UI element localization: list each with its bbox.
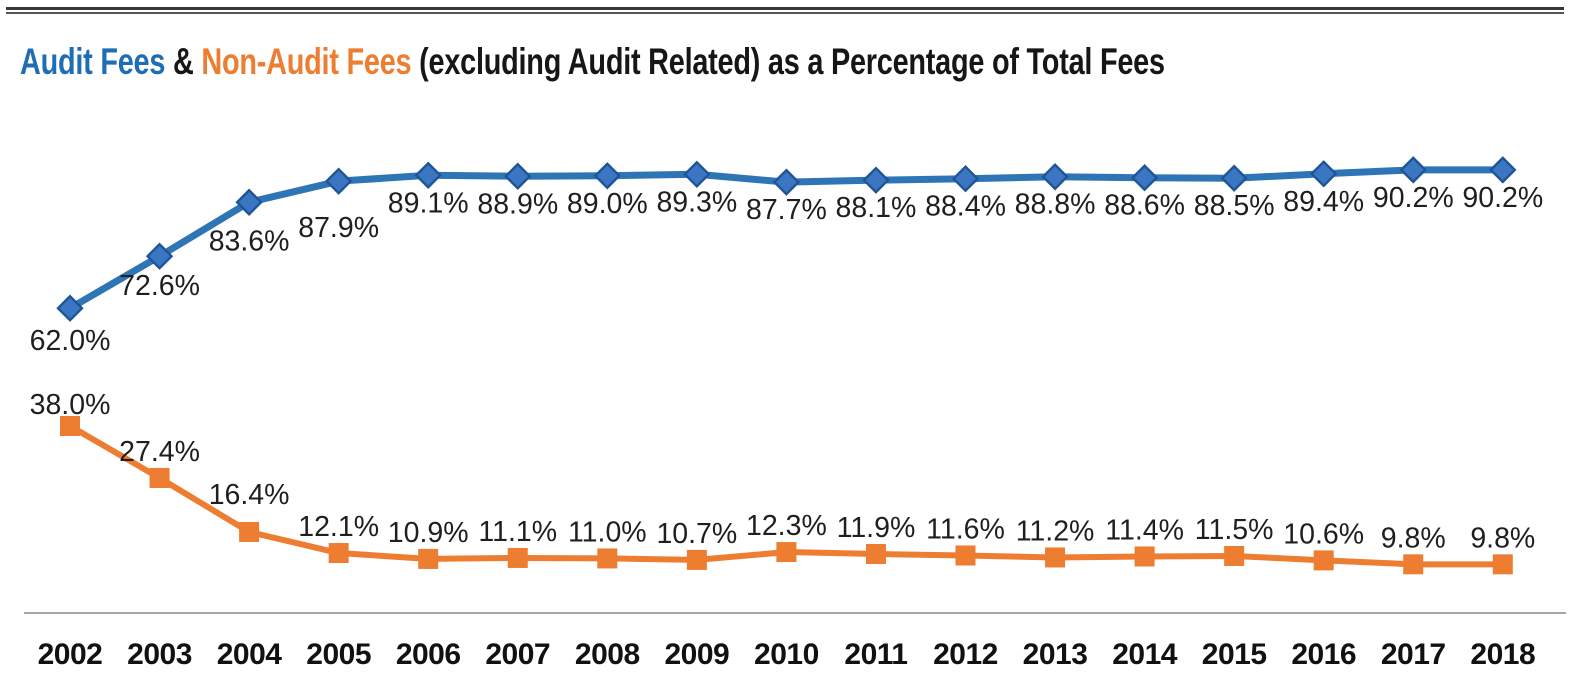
audit-fees-data-label: 88.1% xyxy=(836,192,917,224)
non-audit-fees-data-label: 38.0% xyxy=(30,389,111,421)
year-label: 2012 xyxy=(933,638,998,671)
audit-fees-marker-diamond xyxy=(1220,164,1248,192)
non-audit-fees-marker-square xyxy=(776,542,797,563)
audit-fees-data-label: 90.2% xyxy=(1373,182,1454,214)
non-audit-fees-marker-square xyxy=(149,467,170,488)
audit-fees-data-label: 88.5% xyxy=(1194,190,1275,222)
non-audit-fees-data-label: 11.9% xyxy=(837,512,916,544)
title-segment-ampersand: & xyxy=(165,41,202,82)
year-label: 2008 xyxy=(575,638,640,671)
chart-title: Audit Fees & Non-Audit Fees (excluding A… xyxy=(20,41,1165,83)
year-label: 2005 xyxy=(306,638,371,671)
audit-fees-marker-diamond xyxy=(772,168,801,196)
audit-fees-marker-diamond xyxy=(324,167,353,195)
non-audit-fees-data-label: 10.7% xyxy=(656,518,737,550)
audit-fees-marker-diamond xyxy=(235,188,263,216)
non-audit-fees-marker-square xyxy=(418,548,439,569)
audit-fees-marker-diamond xyxy=(951,165,980,193)
audit-fees-data-label: 88.4% xyxy=(925,191,1006,223)
non-audit-fees-marker-square xyxy=(686,549,707,570)
title-segment-audit-fees: Audit Fees xyxy=(20,41,166,82)
non-audit-fees-data-label: 11.2% xyxy=(1016,515,1095,547)
audit-fees-data-label: 90.2% xyxy=(1462,182,1543,214)
audit-fees-data-label: 88.8% xyxy=(1015,189,1096,221)
non-audit-fees-data-label: 11.1% xyxy=(478,516,557,548)
year-label: 2007 xyxy=(485,638,550,671)
non-audit-fees-data-label: 10.6% xyxy=(1283,518,1364,550)
audit-fees-data-label: 88.6% xyxy=(1104,190,1185,222)
non-audit-fees-marker-square xyxy=(865,544,886,565)
audit-fees-data-label: 89.1% xyxy=(388,187,469,219)
non-audit-fees-data-label: 11.5% xyxy=(1195,514,1274,546)
audit-fees-data-label: 62.0% xyxy=(30,325,111,357)
rule-line-bottom xyxy=(6,12,1564,14)
audit-fees-marker-diamond xyxy=(683,160,711,188)
non-audit-fees-data-label: 10.9% xyxy=(388,517,469,549)
audit-fees-marker-diamond xyxy=(504,162,532,190)
non-audit-fees-data-label: 16.4% xyxy=(209,479,290,511)
non-audit-fees-marker-square xyxy=(239,521,260,542)
audit-fees-marker-diamond xyxy=(1399,156,1427,184)
non-audit-fees-data-label: 27.4% xyxy=(119,436,200,468)
non-audit-fees-marker-square xyxy=(1134,546,1155,567)
non-audit-fees-data-label: 9.8% xyxy=(1470,522,1535,554)
audit-fees-data-label: 89.0% xyxy=(567,188,648,220)
year-label: 2004 xyxy=(217,638,283,671)
non-audit-fees-data-label: 11.6% xyxy=(926,513,1005,545)
audit-fees-data-label: 72.6% xyxy=(119,270,200,302)
non-audit-fees-marker-square xyxy=(1313,550,1334,571)
year-label: 2003 xyxy=(127,638,192,671)
non-audit-fees-marker-square xyxy=(597,548,618,569)
audit-fees-data-label: 89.4% xyxy=(1283,186,1364,218)
audit-fees-marker-diamond xyxy=(1489,156,1517,184)
title-segment-non-audit-fees: Non-Audit Fees xyxy=(201,41,412,82)
year-label: 2009 xyxy=(664,638,729,671)
year-label: 2016 xyxy=(1291,638,1356,671)
audit-fees-marker-diamond xyxy=(56,294,84,322)
non-audit-fees-marker-square xyxy=(1224,545,1245,566)
audit-fees-marker-diamond xyxy=(593,162,621,190)
year-label: 2002 xyxy=(38,638,103,671)
audit-fees-data-label: 89.3% xyxy=(656,186,737,218)
audit-fees-data-label: 83.6% xyxy=(209,225,290,257)
year-label: 2018 xyxy=(1470,638,1535,671)
year-label: 2011 xyxy=(844,638,907,671)
non-audit-fees-data-label: 12.3% xyxy=(746,510,827,542)
non-audit-fees-marker-square xyxy=(507,547,528,568)
audit-fees-marker-diamond xyxy=(862,166,890,194)
non-audit-fees-data-label: 11.4% xyxy=(1105,514,1184,546)
audit-fees-marker-diamond xyxy=(414,161,442,189)
rule-line-top xyxy=(6,7,1564,10)
non-audit-fees-marker-square xyxy=(60,415,80,436)
non-audit-fees-marker-square xyxy=(1045,547,1066,568)
non-audit-fees-data-label: 9.8% xyxy=(1381,522,1446,554)
audit-fees-data-label: 88.9% xyxy=(477,188,558,220)
audit-fees-marker-diamond xyxy=(1310,160,1338,188)
year-label: 2014 xyxy=(1112,638,1178,671)
year-label: 2006 xyxy=(396,638,461,671)
non-audit-fees-marker-square xyxy=(328,543,349,564)
audit-fees-marker-diamond xyxy=(1041,163,1069,191)
non-audit-fees-marker-square xyxy=(1492,554,1513,575)
year-label: 2015 xyxy=(1202,638,1267,671)
non-audit-fees-data-label: 11.0% xyxy=(568,516,647,548)
year-label: 2010 xyxy=(754,638,819,671)
audit-fees-marker-diamond xyxy=(1130,164,1159,192)
audit-fees-marker-diamond xyxy=(145,242,174,270)
audit-fees-data-label: 87.7% xyxy=(746,194,827,226)
non-audit-fees-marker-square xyxy=(1403,554,1424,575)
non-audit-fees-marker-square xyxy=(955,545,976,566)
year-label: 2013 xyxy=(1023,638,1088,671)
audit-fees-data-label: 87.9% xyxy=(298,212,379,244)
year-label: 2017 xyxy=(1381,638,1446,671)
title-segment-suffix: (excluding Audit Related) as a Percentag… xyxy=(411,41,1165,82)
non-audit-fees-data-label: 12.1% xyxy=(298,511,379,543)
